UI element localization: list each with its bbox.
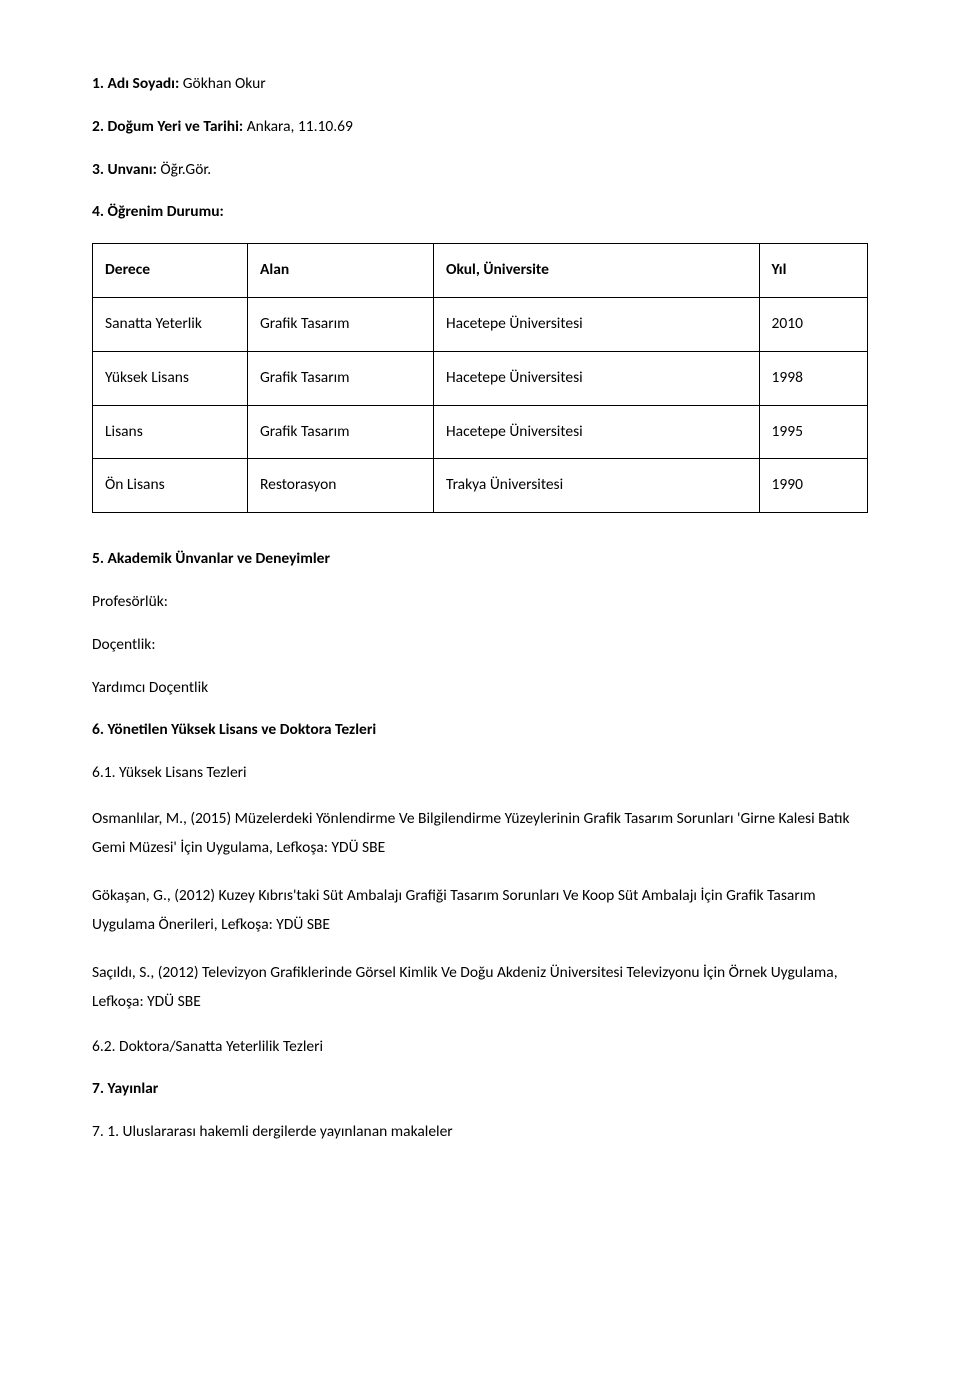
heading-publications: 7. Yayınlar: [92, 1077, 868, 1102]
table-cell-alan: Restorasyon: [248, 459, 434, 513]
table-row: Ön Lisans Restorasyon Trakya Üniversites…: [93, 459, 868, 513]
table-cell-alan: Grafik Tasarım: [248, 351, 434, 405]
heading-academic-titles: 5. Akademik Ünvanlar ve Deneyimler: [92, 547, 868, 572]
table-cell-okul: Hacetepe Üniversitesi: [434, 297, 760, 351]
table-cell-derece: Yüksek Lisans: [93, 351, 248, 405]
label-yardimci-docentlik: Yardımcı Doçentlik: [92, 676, 868, 701]
label-docentlik: Doçentlik:: [92, 633, 868, 658]
table-cell-okul: Hacetepe Üniversitesi: [434, 405, 760, 459]
table-cell-derece: Sanatta Yeterlik: [93, 297, 248, 351]
table-cell-yil: 2010: [759, 297, 868, 351]
table-cell-yil: 1998: [759, 351, 868, 405]
heading-master-theses: 6.1. Yüksek Lisans Tezleri: [92, 761, 868, 786]
table-row: Yüksek Lisans Grafik Tasarım Hacetepe Ün…: [93, 351, 868, 405]
label-birth: 2. Doğum Yeri ve Tarihi:: [92, 117, 243, 136]
value-title: Öğr.Gör.: [160, 160, 211, 179]
table-row: Sanatta Yeterlik Grafik Tasarım Hacetepe…: [93, 297, 868, 351]
field-birth: 2. Doğum Yeri ve Tarihi: Ankara, 11.10.6…: [92, 115, 868, 140]
field-title: 3. Unvanı: Öğr.Gör.: [92, 158, 868, 183]
field-name: 1. Adı Soyadı: Gökhan Okur: [92, 72, 868, 97]
label-name: 1. Adı Soyadı:: [92, 74, 179, 93]
table-header-yil: Yıl: [759, 244, 868, 298]
table-cell-derece: Ön Lisans: [93, 459, 248, 513]
table-cell-okul: Trakya Üniversitesi: [434, 459, 760, 513]
field-education: 4. Öğrenim Durumu:: [92, 200, 868, 225]
heading-supervised-theses: 6. Yönetilen Yüksek Lisans ve Doktora Te…: [92, 718, 868, 743]
table-cell-alan: Grafik Tasarım: [248, 405, 434, 459]
thesis-entry: Osmanlılar, M., (2015) Müzelerdeki Yönle…: [92, 804, 868, 863]
table-header-okul: Okul, Üniversite: [434, 244, 760, 298]
table-cell-yil: 1995: [759, 405, 868, 459]
table-cell-derece: Lisans: [93, 405, 248, 459]
heading-phd-theses: 6.2. Doktora/Sanatta Yeterlilik Tezleri: [92, 1035, 868, 1060]
table-row: Lisans Grafik Tasarım Hacetepe Üniversit…: [93, 405, 868, 459]
value-birth: Ankara, 11.10.69: [247, 117, 353, 136]
education-table: Derece Alan Okul, Üniversite Yıl Sanatta…: [92, 243, 868, 513]
table-header-alan: Alan: [248, 244, 434, 298]
table-header-derece: Derece: [93, 244, 248, 298]
heading-intl-journals: 7. 1. Uluslararası hakemli dergilerde ya…: [92, 1120, 868, 1145]
table-cell-yil: 1990: [759, 459, 868, 513]
label-title: 3. Unvanı:: [92, 160, 157, 179]
table-header-row: Derece Alan Okul, Üniversite Yıl: [93, 244, 868, 298]
table-cell-okul: Hacetepe Üniversitesi: [434, 351, 760, 405]
cv-document: 1. Adı Soyadı: Gökhan Okur 2. Doğum Yeri…: [0, 0, 960, 1205]
label-profesorluk: Profesörlük:: [92, 590, 868, 615]
table-cell-alan: Grafik Tasarım: [248, 297, 434, 351]
thesis-entry: Gökaşan, G., (2012) Kuzey Kıbrıs'taki Sü…: [92, 881, 868, 940]
value-name: Gökhan Okur: [183, 74, 266, 93]
thesis-entry: Saçıldı, S., (2012) Televizyon Grafikler…: [92, 958, 868, 1017]
label-education: 4. Öğrenim Durumu:: [92, 202, 224, 221]
